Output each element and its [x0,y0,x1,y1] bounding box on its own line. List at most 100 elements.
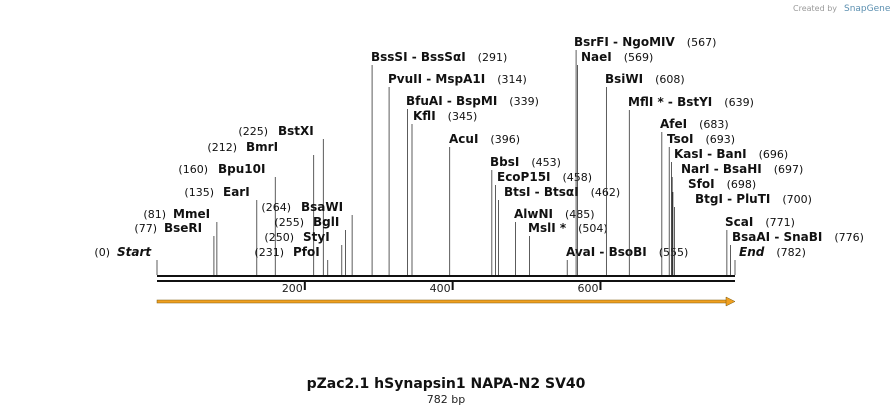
enzyme-site-alwni[interactable]: AlwNI (485) [514,207,595,275]
enzyme-site-naei[interactable]: NaeI (569) [577,50,654,275]
enzyme-name: EcoP15I [497,170,551,184]
enzyme-position: (250) [264,231,294,244]
enzyme-site-btgi-pluti[interactable]: BtgI - PluTI (700) [673,192,812,275]
enzyme-site-msli[interactable]: MslI * (504) [528,221,608,275]
enzyme-position: (504) [578,222,608,235]
enzyme-site-sfoi[interactable]: SfoI (698) [672,177,757,275]
enzyme-position: (212) [207,141,237,154]
enzyme-name: AfeI [660,117,687,131]
ruler-tick-600: 600 [577,282,602,295]
enzyme-name: SfoI [688,177,715,191]
enzyme-site-acui[interactable]: AcuI (396) [449,132,520,275]
enzyme-site-bgli[interactable]: BglI (255) [274,215,346,275]
enzyme-site-avai-bsobi[interactable]: AvaI - BsoBI (555) [566,245,688,275]
enzyme-name: BmrI [246,140,278,154]
enzyme-position: (77) [134,222,157,235]
brand-name: SnapGene [844,4,891,14]
enzyme-site-bsaai-snabi[interactable]: BsaAI - SnaBI (776) [730,230,864,275]
enzyme-position: (231) [254,246,284,259]
enzyme-site-bseri[interactable]: BseRI (77) [134,221,215,275]
enzyme-position: (698) [727,178,757,191]
ruler-tick-400: 400 [430,282,454,295]
enzyme-site-styi[interactable]: StyI (250) [264,230,343,275]
enzyme-sites: Start(0)BseRI(77)MmeI(81)EarI(135)Bpu10I… [94,35,864,275]
enzyme-position: (776) [834,231,864,244]
enzyme-name: NaeI [581,50,612,64]
enzyme-site-afei[interactable]: AfeI (683) [660,117,729,275]
enzyme-name: ScaI [725,215,753,229]
enzyme-position: (782) [776,246,806,259]
enzyme-site-kfli[interactable]: KflI (345) [411,109,478,275]
ruler-tick-200: 200 [282,282,306,295]
enzyme-site-tsoi[interactable]: TsoI (693) [667,132,735,275]
enzyme-site-bbsi[interactable]: BbsI (453) [490,155,561,275]
enzyme-position: (135) [184,186,214,199]
enzyme-position: (160) [178,163,208,176]
enzyme-position: (264) [261,201,291,214]
feature-arrow-head [725,296,736,307]
feature-arrow[interactable] [156,296,736,307]
enzyme-site-scai[interactable]: ScaI (771) [725,215,795,275]
enzyme-name: BseRI [164,221,202,235]
feature-arrow-body [156,299,728,304]
enzyme-name: BstXI [278,124,314,138]
enzyme-site-pvuii-mspa1i[interactable]: PvuII - MspA1I (314) [388,72,527,275]
enzyme-position: (683) [699,118,729,131]
enzyme-name: BbsI [490,155,519,169]
enzyme-site-nari-bsahi[interactable]: NarI - BsaHI (697) [671,162,804,275]
enzyme-name: Bpu10I [218,162,265,176]
map-title: pZac2.1 hSynapsin1 NAPA-N2 SV40 [307,376,586,392]
enzyme-position: (697) [774,163,804,176]
enzyme-name: StyI [303,230,330,244]
enzyme-site-kasi-bani[interactable]: KasI - BanI (696) [671,147,788,275]
enzyme-name: TsoI [667,132,693,146]
enzyme-name: BssSI - BssSαI [371,50,466,64]
enzyme-site-eari[interactable]: EarI (135) [184,185,258,275]
enzyme-name: Start [117,245,152,259]
enzyme-site-bsawi[interactable]: BsaWI (264) [261,200,353,275]
enzyme-name: BsaWI [301,200,343,214]
enzyme-site-btsi-bts-i[interactable]: BtsI - BtsαI (462) [498,185,620,275]
enzyme-position: (453) [531,156,561,169]
enzyme-position: (396) [490,133,520,146]
enzyme-name: MmeI [173,207,210,221]
enzyme-site-bpu10i[interactable]: Bpu10I (160) [178,162,276,275]
enzyme-site-start[interactable]: Start (0) [94,245,158,275]
enzyme-name: PvuII - MspA1I [388,72,485,86]
enzyme-site-bstxi[interactable]: BstXI (225) [238,124,324,275]
enzyme-name: BsaAI - SnaBI [732,230,822,244]
enzyme-position: (0) [94,246,110,259]
enzyme-position: (771) [765,216,795,229]
enzyme-site-bsiwi[interactable]: BsiWI (608) [605,72,685,275]
enzyme-position: (314) [497,73,527,86]
enzyme-name: BsrFI - NgoMIV [574,35,675,49]
enzyme-site-bsrfi-ngomiv[interactable]: BsrFI - NgoMIV (567) [574,35,716,275]
enzyme-name: MslI * [528,221,567,235]
enzyme-site-mmei[interactable]: MmeI (81) [143,207,218,275]
enzyme-name: MflI * - BstYI [628,95,712,109]
enzyme-position: (345) [448,110,478,123]
enzyme-name: BglI [313,215,339,229]
enzyme-name: KasI - BanI [674,147,747,161]
enzyme-site-bsssi-bsss-i[interactable]: BssSI - BssSαI (291) [371,50,507,275]
enzyme-position: (567) [687,36,717,49]
enzyme-name: AlwNI [514,207,553,221]
map-length: 782 bp [427,393,465,406]
enzyme-position: (693) [705,133,735,146]
enzyme-name: EarI [223,185,250,199]
enzyme-site-end[interactable]: End (782) [734,245,806,275]
enzyme-position: (339) [509,95,539,108]
enzyme-name: BsiWI [605,72,643,86]
brand-text: Created by [793,4,837,13]
enzyme-position: (81) [143,208,166,221]
enzyme-site-pfoi[interactable]: PfoI (231) [254,245,329,275]
enzyme-position: (485) [565,208,595,221]
enzyme-site-bmri[interactable]: BmrI (212) [207,140,315,275]
enzyme-site-mfli-bstyi[interactable]: MflI * - BstYI (639) [628,95,754,275]
enzyme-name: End [739,245,765,259]
enzyme-name: BtsI - BtsαI [504,185,579,199]
ruler-ticks: 200 400 600 [282,282,602,295]
tick-label: 400 [430,282,451,295]
enzyme-site-bfuai-bspmi[interactable]: BfuAI - BspMI (339) [406,94,539,275]
enzyme-position: (255) [274,216,304,229]
